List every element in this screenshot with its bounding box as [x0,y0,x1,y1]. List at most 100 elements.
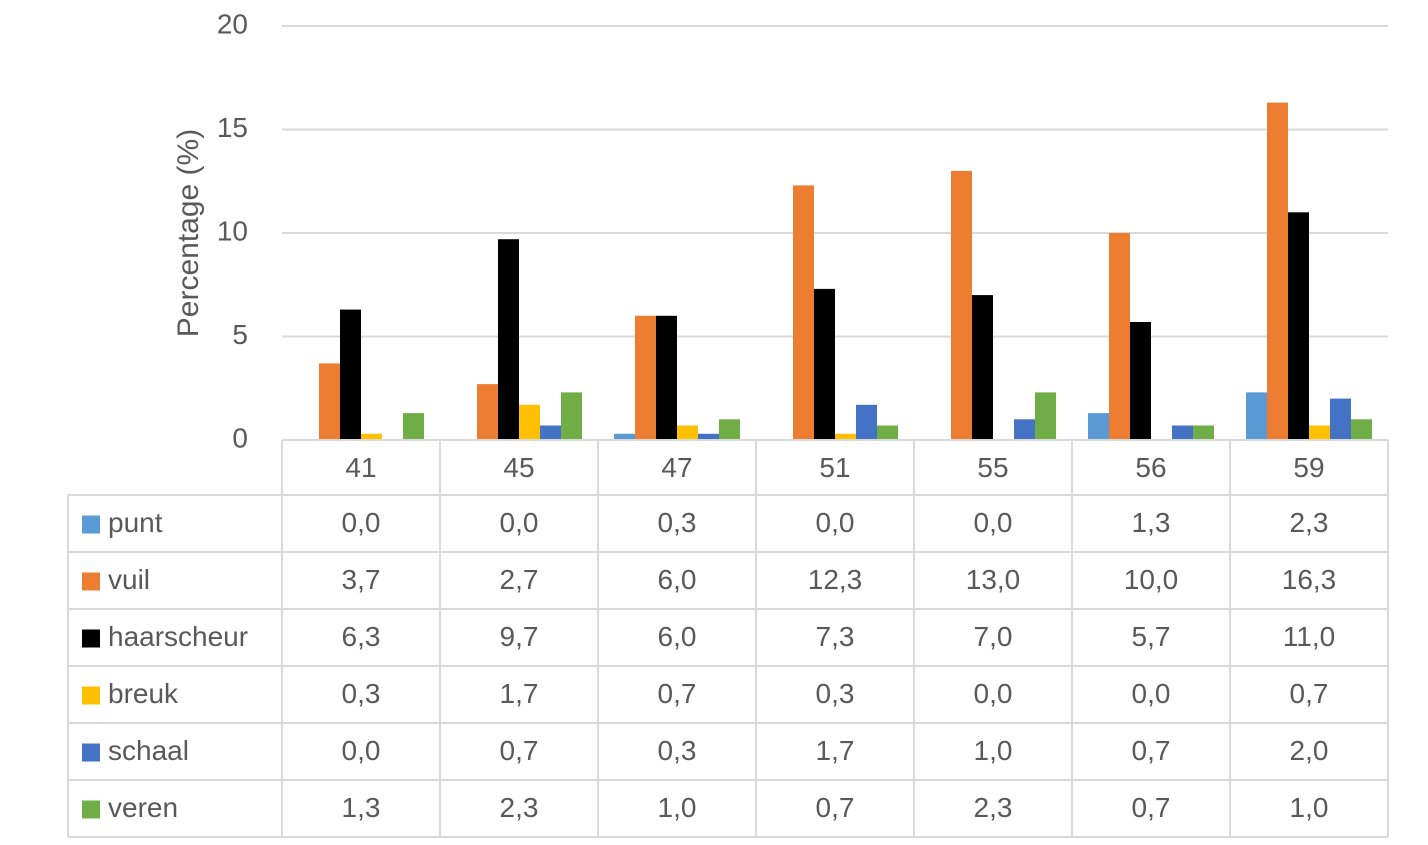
y-tick-label: 5 [232,319,248,350]
bar-haarscheur-56 [1130,322,1151,440]
table-cell-value: 7,3 [816,621,855,652]
bar-veren-59 [1351,419,1372,440]
table-cell-value: 1,3 [342,792,381,823]
bar-breuk-51 [835,433,856,440]
bar-vuil-55 [951,170,972,440]
table-cell-value: 0,0 [1132,678,1171,709]
legend-key-breuk [82,686,100,705]
bar-veren-51 [877,425,898,440]
bar-breuk-47 [677,425,698,440]
table-cell-value: 1,0 [974,735,1013,766]
table-cell-value: 0,0 [816,507,855,538]
y-tick-labels: 0 5 10 15 20 [217,8,248,453]
bar-haarscheur-55 [972,295,993,440]
bar-veren-47 [719,419,740,440]
legend-key-punt [82,515,100,534]
table-cell-value: 6,3 [342,621,381,652]
table-cell-value: 0,0 [974,678,1013,709]
table-cell-value: 10,0 [1124,564,1179,595]
y-tick-label: 15 [217,112,248,143]
table-cell-value: 9,7 [500,621,539,652]
table-cell-value: 5,7 [1132,621,1171,652]
x-tick-label: 55 [977,452,1008,483]
legend-label: punt [108,507,163,538]
bars [319,102,1372,440]
table-cell-value: 1,3 [1132,507,1171,538]
table-cell-value: 1,7 [500,678,539,709]
table-cell-value: 0,7 [1132,735,1171,766]
table-cell-value: 1,0 [658,792,697,823]
table-cell-value: 0,7 [500,735,539,766]
table-cell-value: 0,0 [974,507,1013,538]
x-tick-label: 41 [345,452,376,483]
y-tick-label: 20 [217,8,248,39]
table-cell-value: 0,0 [500,507,539,538]
bar-schaal-51 [856,404,877,440]
table-cell-value: 1,7 [816,735,855,766]
bar-breuk-45 [519,404,540,440]
bar-schaal-59 [1330,398,1351,440]
bar-schaal-56 [1172,425,1193,440]
bar-haarscheur-41 [340,309,361,440]
bar-punt-47 [614,433,635,440]
table-cell-value: 2,3 [500,792,539,823]
legend-key-haarscheur [82,629,100,648]
bar-vuil-59 [1267,102,1288,440]
x-tick-label: 59 [1293,452,1324,483]
table-cell-value: 3,7 [342,564,381,595]
bar-punt-59 [1246,392,1267,440]
legend-key-veren [82,800,100,819]
table-cell-value: 1,0 [1290,792,1329,823]
bar-haarscheur-59 [1288,212,1309,440]
table-cell-value: 0,7 [658,678,697,709]
table-cell-value: 2,3 [974,792,1013,823]
y-tick-label: 0 [232,422,248,453]
y-axis-label: Percentage (%) [172,129,205,337]
table-cell-value: 12,3 [808,564,863,595]
bar-veren-41 [403,413,424,440]
table-cell-value: 0,3 [658,507,697,538]
table-cell-value: 2,7 [500,564,539,595]
table-cell-value: 2,0 [1290,735,1329,766]
table-cell-value: 0,3 [658,735,697,766]
bar-schaal-45 [540,425,561,440]
table-cell-value: 0,3 [816,678,855,709]
table-cell-value: 2,3 [1290,507,1329,538]
bar-vuil-47 [635,315,656,440]
bar-haarscheur-45 [498,239,519,440]
bar-schaal-55 [1014,419,1035,440]
x-tick-label: 45 [503,452,534,483]
legend-label: veren [108,792,178,823]
bar-vuil-45 [477,384,498,440]
table-cell-value: 0,7 [816,792,855,823]
data-table: 41 45 47 51 55 56 59 punt 0,0 0,0 0,3 0,0 0,0 1,3 2,3 v… [67,439,1389,838]
table-cell-value: 0,0 [342,507,381,538]
table-cell-value: 6,0 [658,564,697,595]
bar-veren-56 [1193,425,1214,440]
table-cell-value: 16,3 [1282,564,1337,595]
table-cell-value: 0,0 [342,735,381,766]
table-cell-value: 13,0 [966,564,1021,595]
bar-schaal-47 [698,433,719,440]
table-cell-value: 0,7 [1132,792,1171,823]
table-cell-value: 6,0 [658,621,697,652]
legend-label: haarscheur [108,621,248,652]
y-tick-label: 10 [217,215,248,246]
legend-label: vuil [108,564,150,595]
bar-vuil-51 [793,185,814,440]
legend-key-schaal [82,743,100,762]
bar-breuk-41 [361,433,382,440]
x-tick-label: 56 [1135,452,1166,483]
x-tick-label: 47 [661,452,692,483]
legend-key-vuil [82,572,100,591]
bar-vuil-56 [1109,233,1130,440]
bar-haarscheur-47 [656,315,677,440]
bar-haarscheur-51 [814,288,835,440]
bar-vuil-41 [319,363,340,440]
legend-label: breuk [108,678,179,709]
bar-veren-55 [1035,392,1056,440]
table-cell-value: 11,0 [1283,621,1335,652]
legend-label: schaal [108,735,189,766]
bar-punt-56 [1088,413,1109,440]
